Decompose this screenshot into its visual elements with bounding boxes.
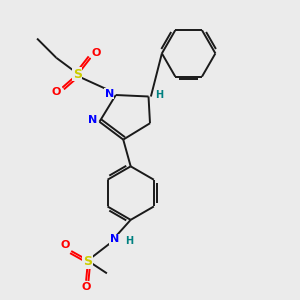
Text: O: O (92, 48, 101, 59)
Text: O: O (81, 282, 91, 292)
Text: H: H (125, 236, 133, 246)
Text: N: N (88, 115, 98, 125)
Text: O: O (60, 240, 69, 250)
Text: S: S (83, 255, 92, 268)
Text: H: H (155, 90, 163, 100)
Text: S: S (73, 68, 82, 81)
Text: O: O (52, 87, 61, 97)
Text: N: N (105, 88, 114, 98)
Text: N: N (110, 234, 119, 244)
